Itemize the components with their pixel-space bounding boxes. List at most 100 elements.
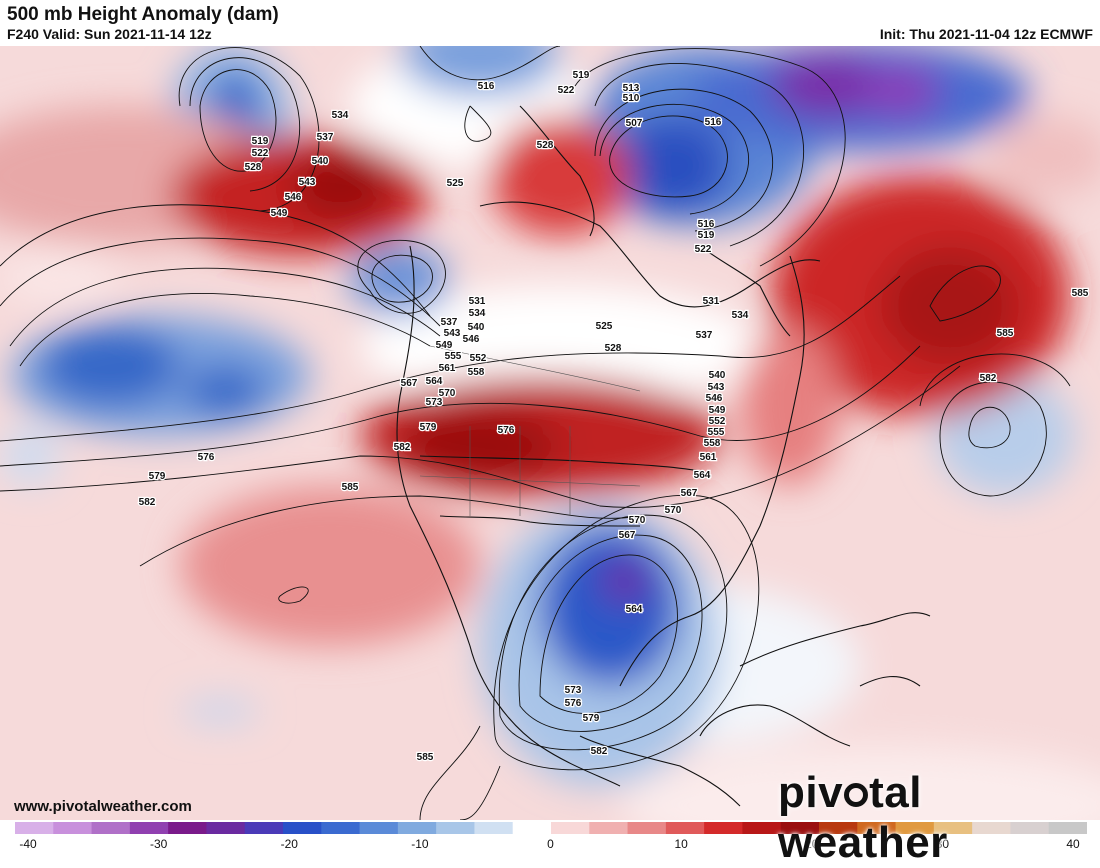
contour-label: 519 — [573, 70, 590, 81]
contour-label: 558 — [704, 438, 721, 449]
contour-label: 549 — [271, 208, 288, 219]
contour-label: 522 — [695, 244, 712, 255]
logo-o-icon — [844, 783, 869, 807]
contour-label: 582 — [139, 497, 156, 508]
contour-label: 528 — [537, 140, 554, 151]
contour-label: 579 — [583, 713, 600, 724]
contour-label: 576 — [565, 698, 582, 709]
colorbar-swatch — [168, 822, 207, 834]
colorbar-swatch — [91, 822, 131, 834]
contour-label: 531 — [469, 296, 486, 307]
colorbar-tick: -30 — [149, 837, 168, 851]
colorbar-tick: 20 — [805, 837, 819, 851]
contour-label: 534 — [332, 110, 349, 121]
contour-label: 546 — [285, 192, 302, 203]
contour-label: 582 — [394, 442, 411, 453]
contour-label: 555 — [708, 427, 725, 438]
contour-label: 567 — [681, 488, 698, 499]
contour-label: 558 — [468, 367, 485, 378]
colorbar-swatch — [321, 822, 361, 834]
colorbar-swatch — [589, 822, 629, 834]
colorbar-tick: -20 — [280, 837, 298, 851]
header: 500 mb Height Anomaly (dam) F240 Valid: … — [0, 0, 1100, 46]
colorbar-tick: 10 — [674, 837, 688, 851]
contour-label: 549 — [709, 405, 726, 416]
valid-time: F240 Valid: Sun 2021-11-14 12z — [7, 26, 212, 42]
contour-label: 570 — [629, 515, 646, 526]
contour-label: 513 — [623, 83, 640, 94]
contour-label: 573 — [426, 397, 443, 408]
pivotal-weather-logo: piv tal weather — [778, 768, 948, 867]
contour-label: 534 — [732, 310, 749, 321]
colorbar-swatch — [283, 822, 322, 834]
height-contours — [0, 46, 1071, 820]
contour-label: 555 — [445, 351, 462, 362]
contour-label: 507 — [626, 118, 643, 129]
contour-label: 543 — [444, 328, 461, 339]
contour-label: 567 — [619, 530, 636, 541]
contour-label: 525 — [596, 321, 613, 332]
contour-label: 564 — [626, 604, 643, 615]
contour-label: 567 — [401, 378, 418, 389]
contour-label: 537 — [696, 330, 713, 341]
contour-label: 582 — [591, 746, 608, 757]
init-time: Init: Thu 2021-11-04 12z ECMWF — [879, 26, 1093, 42]
colorbar-tick: 0 — [547, 837, 554, 851]
contour-label: 516 — [705, 117, 722, 128]
contour-label: 576 — [198, 452, 215, 463]
contour-label: 510 — [623, 93, 640, 104]
colorbar-swatch — [627, 822, 667, 834]
contour-label: 546 — [706, 393, 723, 404]
contour-label: 528 — [605, 343, 622, 354]
colorbar-swatches — [15, 822, 1087, 834]
contour-label: 516 — [478, 81, 495, 92]
contour-label: 540 — [312, 156, 329, 167]
anomaly-shading — [0, 46, 1100, 820]
contour-label: 552 — [470, 353, 487, 364]
contour-label: 579 — [149, 471, 166, 482]
contour-label: 564 — [426, 376, 443, 387]
colorbar-swatch — [436, 822, 475, 834]
contour-label: 531 — [703, 296, 720, 307]
contour-label: 537 — [441, 317, 458, 328]
colorbar-swatch — [895, 822, 935, 834]
colorbar-swatch — [704, 822, 743, 834]
contour-label: 570 — [439, 388, 456, 399]
contour-label: 549 — [436, 340, 453, 351]
colorbar-swatch — [780, 822, 820, 834]
borders — [419, 345, 641, 516]
colorbar-swatch — [819, 822, 858, 834]
contour-label: 525 — [447, 178, 464, 189]
contour-label: 585 — [417, 752, 434, 763]
contour-label: 564 — [694, 470, 711, 481]
contour-label: 534 — [469, 308, 486, 319]
colorbar-swatch — [15, 822, 54, 834]
contour-label: 561 — [700, 452, 717, 463]
colorbar-tick: 30 — [935, 837, 950, 851]
colorbar-tick: -40 — [19, 837, 37, 851]
contour-label: 537 — [317, 132, 334, 143]
colorbar-swatch — [972, 822, 1011, 834]
contour-label: 585 — [342, 482, 359, 493]
contour-label: 543 — [299, 177, 316, 188]
contour-label: 522 — [252, 148, 269, 159]
contour-label: 519 — [252, 136, 269, 147]
website-url[interactable]: www.pivotalweather.com — [14, 798, 192, 815]
contour-label: 543 — [708, 382, 725, 393]
colorbar-swatch — [665, 822, 705, 834]
contour-label: 576 — [498, 425, 515, 436]
contour-label: 519 — [698, 230, 715, 241]
colorbar-swatch — [53, 822, 93, 834]
colorbar-swatch — [857, 822, 897, 834]
contour-label: 546 — [463, 334, 480, 345]
colorbar-swatch — [742, 822, 782, 834]
colorbar-swatch — [1048, 822, 1087, 834]
colorbar-swatch — [397, 822, 437, 834]
contour-label: 540 — [468, 322, 485, 333]
colorbar-swatch — [551, 822, 590, 834]
contour-label: 522 — [558, 85, 575, 96]
contour-label: 561 — [439, 363, 456, 374]
map-title: 500 mb Height Anomaly (dam) — [7, 4, 279, 25]
colorbar-swatch — [129, 822, 169, 834]
